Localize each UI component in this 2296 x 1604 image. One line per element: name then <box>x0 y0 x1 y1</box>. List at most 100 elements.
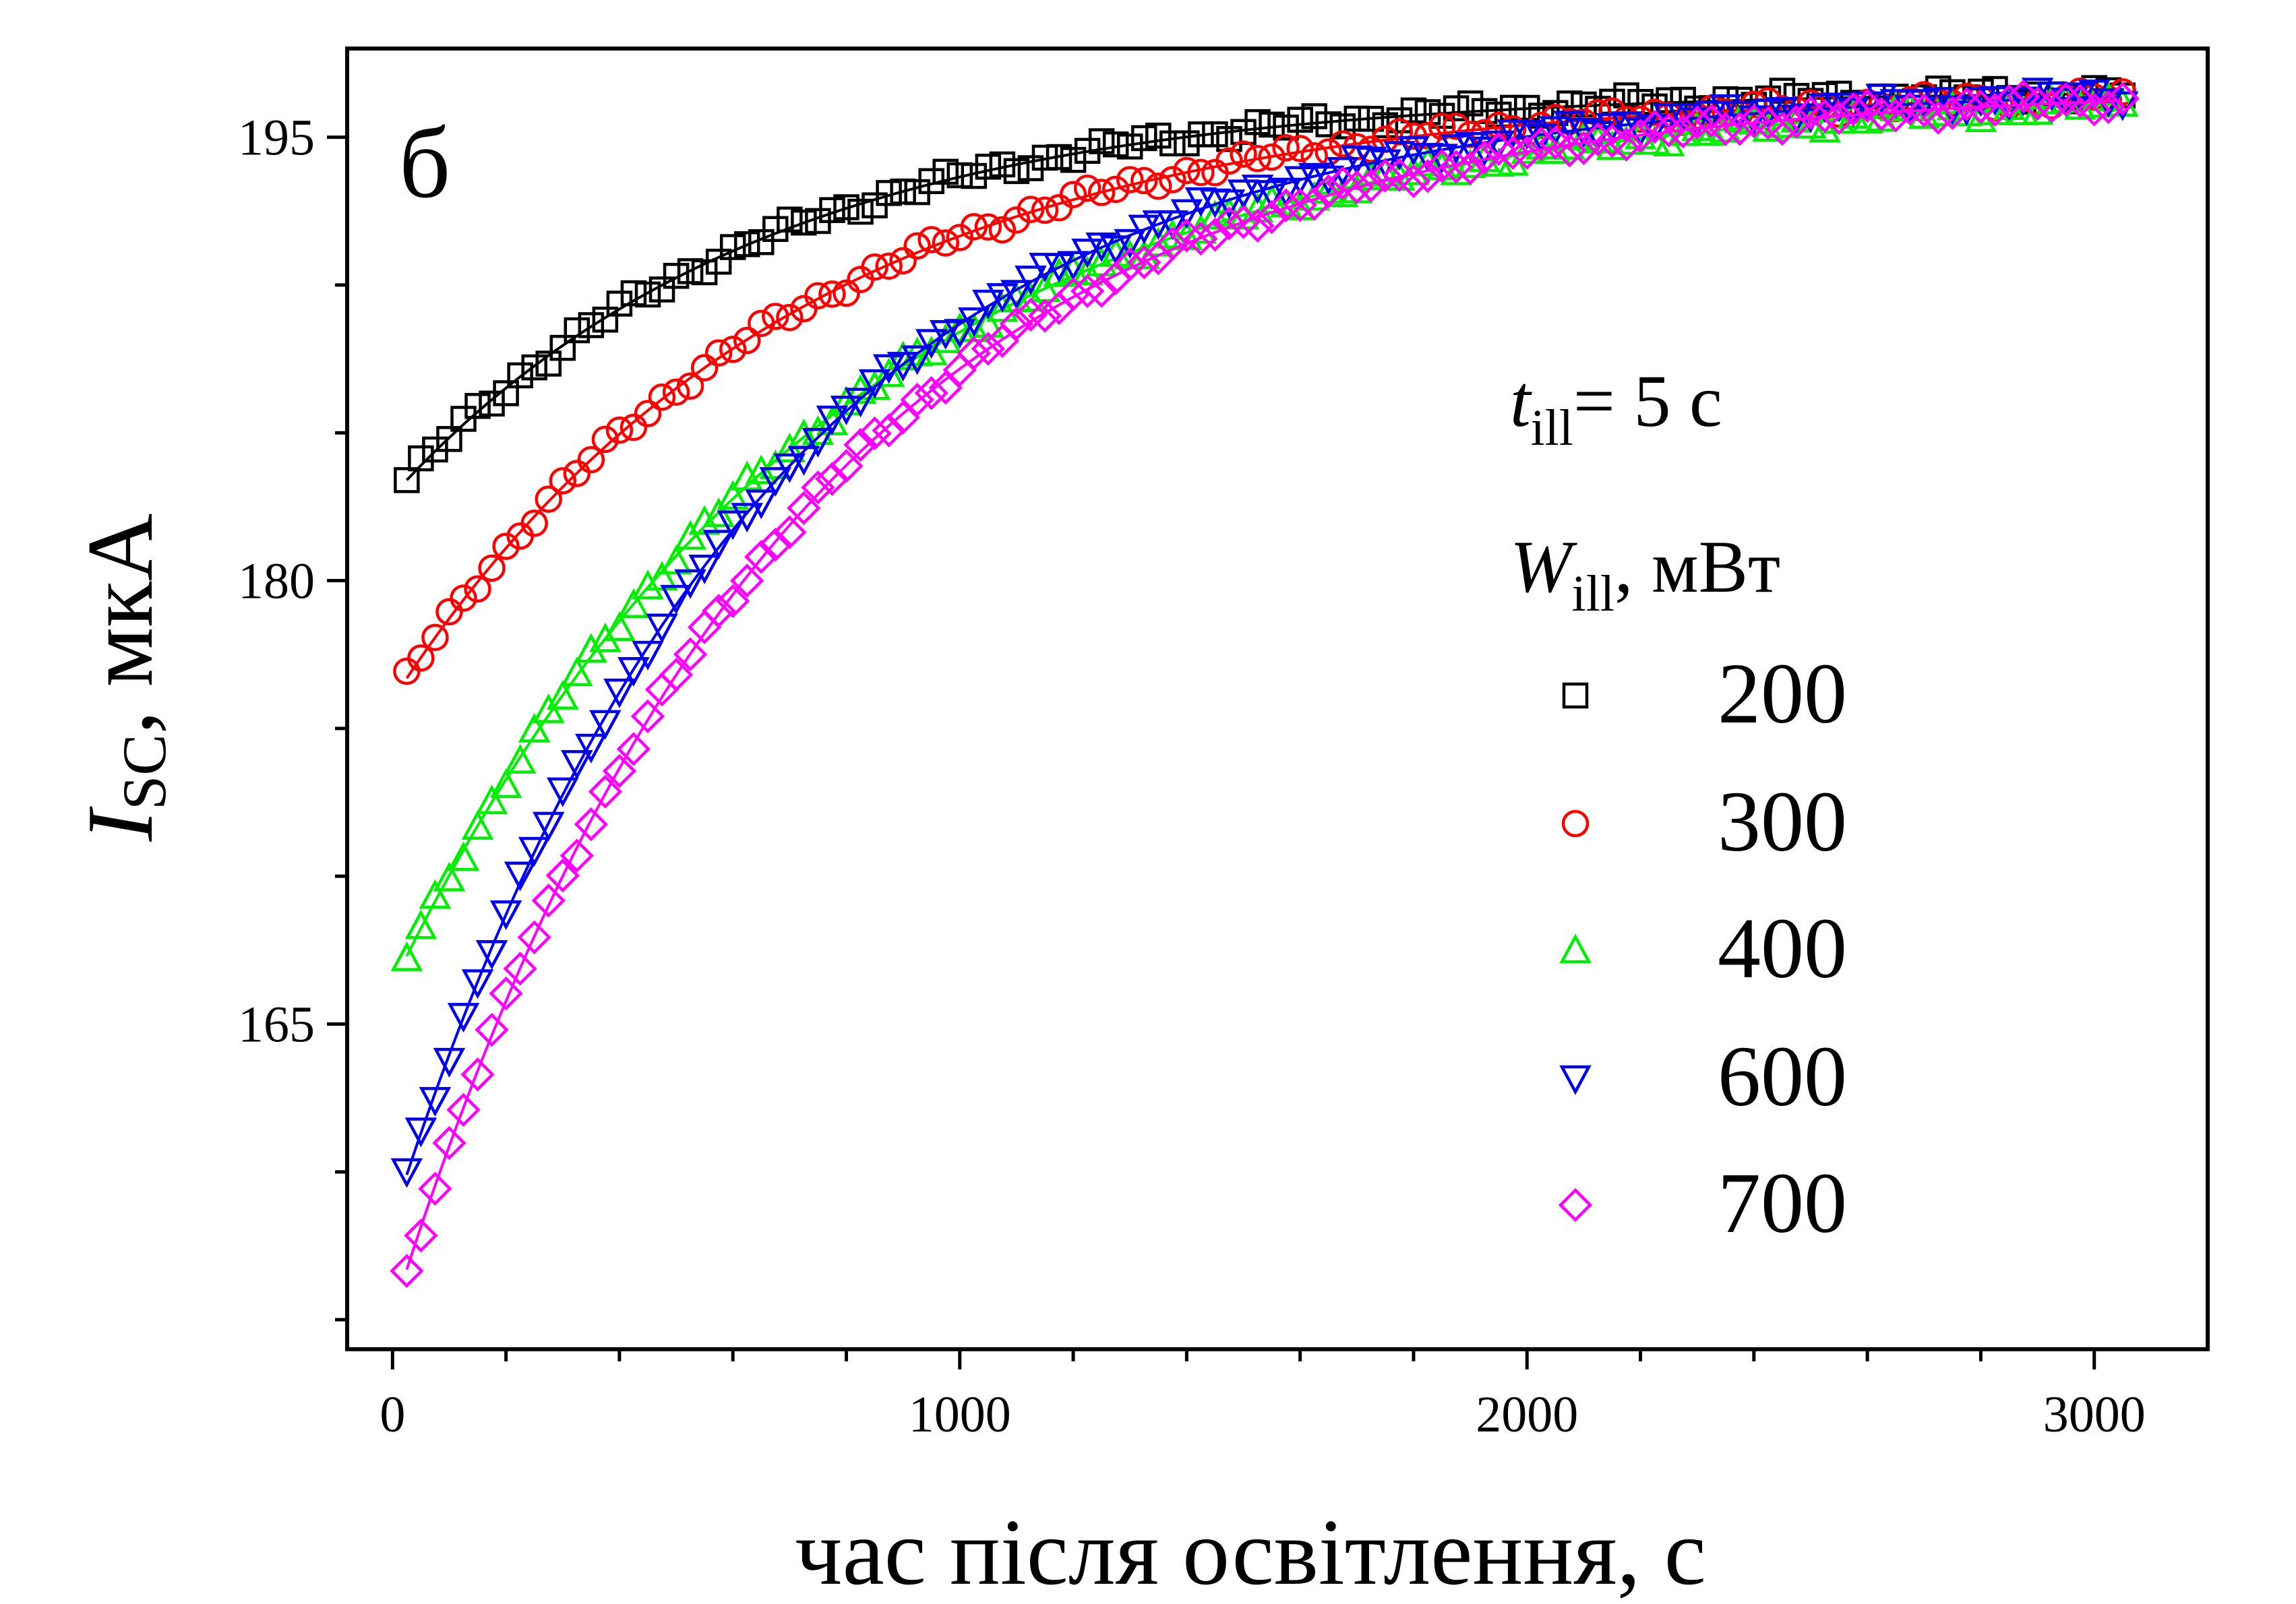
data-point <box>758 527 793 562</box>
data-point <box>857 416 892 451</box>
data-point <box>1013 297 1048 332</box>
series-600 <box>390 78 2139 1188</box>
data-point <box>660 584 692 615</box>
data-point <box>915 329 948 359</box>
data-point <box>577 445 605 474</box>
data-point <box>716 584 750 619</box>
data-point <box>1694 104 1728 138</box>
data-point <box>731 503 764 533</box>
data-point <box>2049 82 2083 117</box>
data-point <box>2091 90 2125 125</box>
data-point <box>1230 140 1257 168</box>
data-point <box>1187 158 1215 187</box>
data-point <box>1950 87 1984 121</box>
data-point <box>520 510 548 537</box>
data-point <box>1071 255 1104 286</box>
data-point <box>1383 141 1416 171</box>
data-point <box>1128 214 1161 245</box>
data-point <box>478 554 506 582</box>
data-point <box>575 633 607 663</box>
data-point <box>914 376 948 410</box>
data-point <box>421 623 449 652</box>
data-point <box>1439 150 1474 184</box>
data-point <box>1202 121 1228 148</box>
data-point <box>733 231 760 257</box>
data-point <box>1000 280 1033 310</box>
data-point <box>1964 90 1998 124</box>
legend-label: 600 <box>1718 1028 1847 1124</box>
data-point <box>1215 147 1243 175</box>
x-axis-title: час після освітлення, с <box>795 1500 1706 1604</box>
data-point <box>1354 168 1389 203</box>
data-point <box>1467 140 1502 175</box>
data-point <box>648 383 676 411</box>
legend-title-2-sub: ill <box>1572 565 1614 622</box>
data-point <box>464 575 491 603</box>
legend-label: 300 <box>1718 774 1847 869</box>
data-point <box>673 637 708 672</box>
data-point <box>605 417 634 444</box>
data-point <box>717 480 749 510</box>
data-point <box>717 510 749 541</box>
data-point <box>531 884 566 918</box>
data-point <box>545 858 580 893</box>
y-axis-title-rest: , мкА <box>68 514 173 735</box>
data-point <box>1312 165 1345 195</box>
data-point <box>646 613 678 644</box>
data-point <box>745 489 778 520</box>
data-point <box>663 263 690 289</box>
data-point <box>1457 90 1484 117</box>
data-point <box>1074 137 1101 164</box>
data-point <box>1453 151 1488 185</box>
data-point <box>2007 86 2040 117</box>
data-point <box>733 326 761 354</box>
legend-marker <box>1559 933 1592 964</box>
data-point <box>646 561 678 591</box>
data-point <box>1440 134 1472 164</box>
data-point <box>1623 119 1658 153</box>
data-point <box>702 530 735 560</box>
data-point <box>1057 251 1089 281</box>
plot-area <box>390 75 2140 1288</box>
data-point <box>447 841 480 871</box>
data-point <box>1396 164 1431 198</box>
data-point <box>634 400 662 427</box>
data-point <box>617 656 650 687</box>
data-point <box>688 554 721 584</box>
data-point <box>1155 226 1190 261</box>
data-point <box>660 545 692 575</box>
data-point <box>802 427 835 458</box>
data-point <box>447 1003 480 1033</box>
data-point <box>1922 96 1955 126</box>
data-point <box>989 151 1016 178</box>
series-200 <box>394 75 2136 493</box>
data-point <box>1015 266 1047 296</box>
data-point <box>701 594 736 628</box>
data-point <box>1410 158 1445 193</box>
data-point <box>818 280 846 308</box>
data-point <box>1015 282 1047 312</box>
data-point <box>1113 247 1147 282</box>
data-point <box>1428 113 1456 140</box>
data-point <box>876 180 902 206</box>
data-point <box>676 372 704 400</box>
series-700 <box>390 79 2140 1288</box>
data-point <box>1400 97 1427 124</box>
data-point <box>507 362 533 389</box>
data-point <box>518 712 551 743</box>
data-point <box>1471 98 1498 125</box>
data-point <box>961 162 988 189</box>
data-point <box>1766 97 1799 127</box>
data-point <box>1244 145 1271 173</box>
data-point <box>408 445 434 472</box>
data-point <box>561 656 593 687</box>
data-point <box>999 307 1034 341</box>
data-point <box>1736 104 1772 138</box>
data-point <box>419 1086 452 1117</box>
data-point <box>886 352 919 382</box>
data-point <box>816 405 849 435</box>
data-point <box>617 588 650 618</box>
data-point <box>602 753 637 789</box>
legend-title-2-rest: , мВт <box>1614 526 1780 608</box>
data-point <box>744 540 779 574</box>
